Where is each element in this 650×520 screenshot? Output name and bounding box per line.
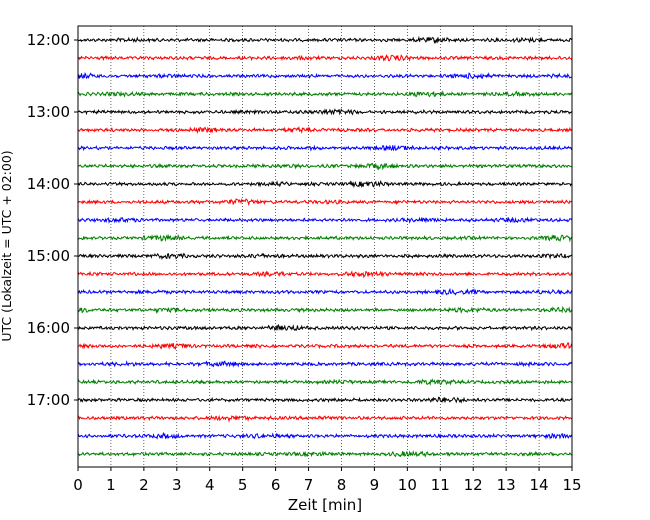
trace-line [77, 125, 573, 135]
trace-line [77, 270, 573, 279]
x-tick-label: 15 [562, 476, 581, 494]
trace-line [77, 396, 573, 404]
trace-line [77, 197, 573, 207]
trace-line [77, 431, 573, 440]
x-tick-label: 6 [271, 476, 281, 494]
x-tick-label: 14 [530, 476, 549, 494]
trace-line [77, 162, 573, 171]
trace-line [77, 233, 573, 243]
x-tick-label: 10 [398, 476, 417, 494]
x-tick-label: 8 [337, 476, 347, 494]
trace-line [77, 108, 573, 116]
trace-line [77, 305, 573, 315]
y-tick-label: 13:00 [27, 103, 70, 121]
trace-line [77, 35, 573, 45]
x-axis-ticks: 0 1 2 3 4 5 6 7 8 9 10 11 12 13 14 15 [73, 467, 582, 494]
plot-frame [77, 25, 573, 468]
x-tick-label: 4 [205, 476, 215, 494]
y-tick-label: 15:00 [27, 247, 70, 265]
x-tick-label: 9 [370, 476, 380, 494]
y-tick-label: 14:00 [27, 175, 70, 193]
trace-line [77, 252, 573, 261]
trace-line [77, 179, 573, 189]
trace-line [77, 287, 573, 296]
seismic-traces [77, 35, 573, 458]
x-tick-label: 1 [106, 476, 116, 494]
x-tick-label: 11 [431, 476, 450, 494]
trace-line [77, 360, 573, 368]
trace-line [77, 216, 573, 224]
trace-line [77, 342, 573, 351]
trace-line [77, 378, 573, 386]
x-tick-label: 12 [464, 476, 483, 494]
x-tick-label: 13 [497, 476, 516, 494]
x-tick-label: 0 [73, 476, 83, 494]
trace-line [77, 414, 573, 423]
x-tick-label: 7 [304, 476, 314, 494]
y-tick-label: 12:00 [27, 31, 70, 49]
trace-line [77, 53, 573, 62]
y-tick-label: 16:00 [27, 319, 70, 337]
trace-line [77, 144, 573, 152]
y-axis-label: UTC (Lokalzeit = UTC + 02:00) [0, 150, 14, 341]
x-tick-label: 5 [238, 476, 248, 494]
x-tick-label: 3 [172, 476, 182, 494]
x-tick-label: 2 [139, 476, 149, 494]
x-axis-label: Zeit [min] [288, 496, 362, 514]
trace-line [77, 450, 573, 458]
y-tick-label: 17:00 [27, 391, 70, 409]
trace-line [77, 324, 573, 332]
trace-line [77, 71, 573, 80]
plot-background [78, 26, 572, 467]
trace-line [77, 90, 573, 98]
y-axis-ticks: 12:00 13:00 14:00 15:00 16:00 17:00 [27, 31, 78, 409]
